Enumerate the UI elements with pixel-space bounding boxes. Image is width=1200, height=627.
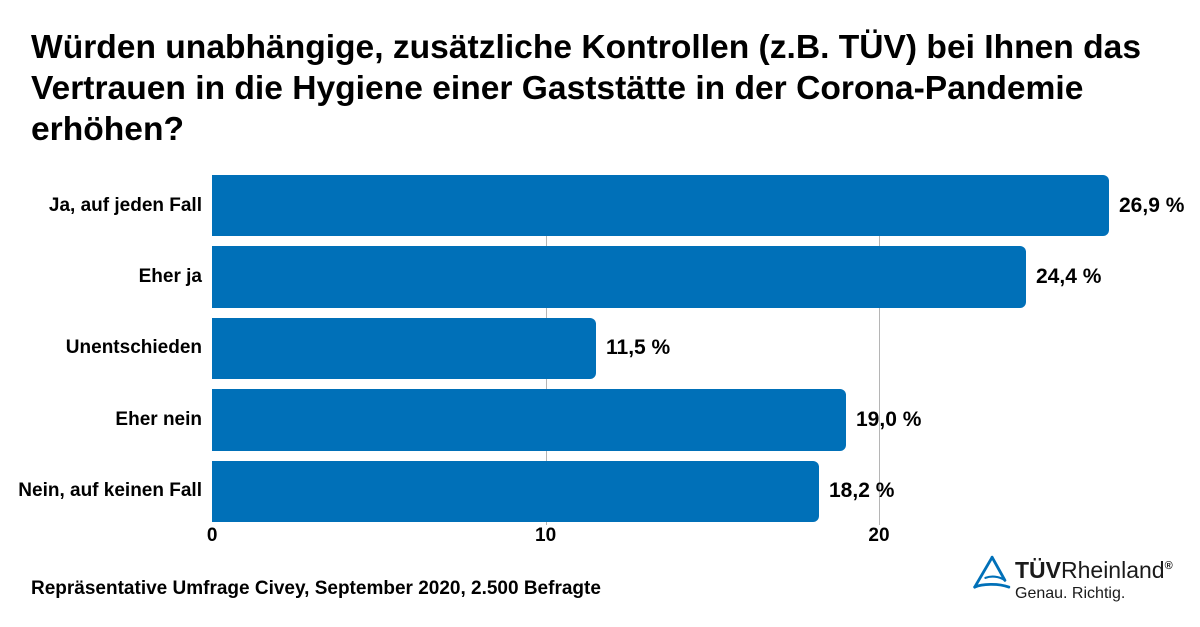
svg-text:TÜVRheinland®: TÜVRheinland® (1015, 557, 1173, 583)
svg-text:Genau. Richtig.: Genau. Richtig. (1015, 585, 1125, 602)
